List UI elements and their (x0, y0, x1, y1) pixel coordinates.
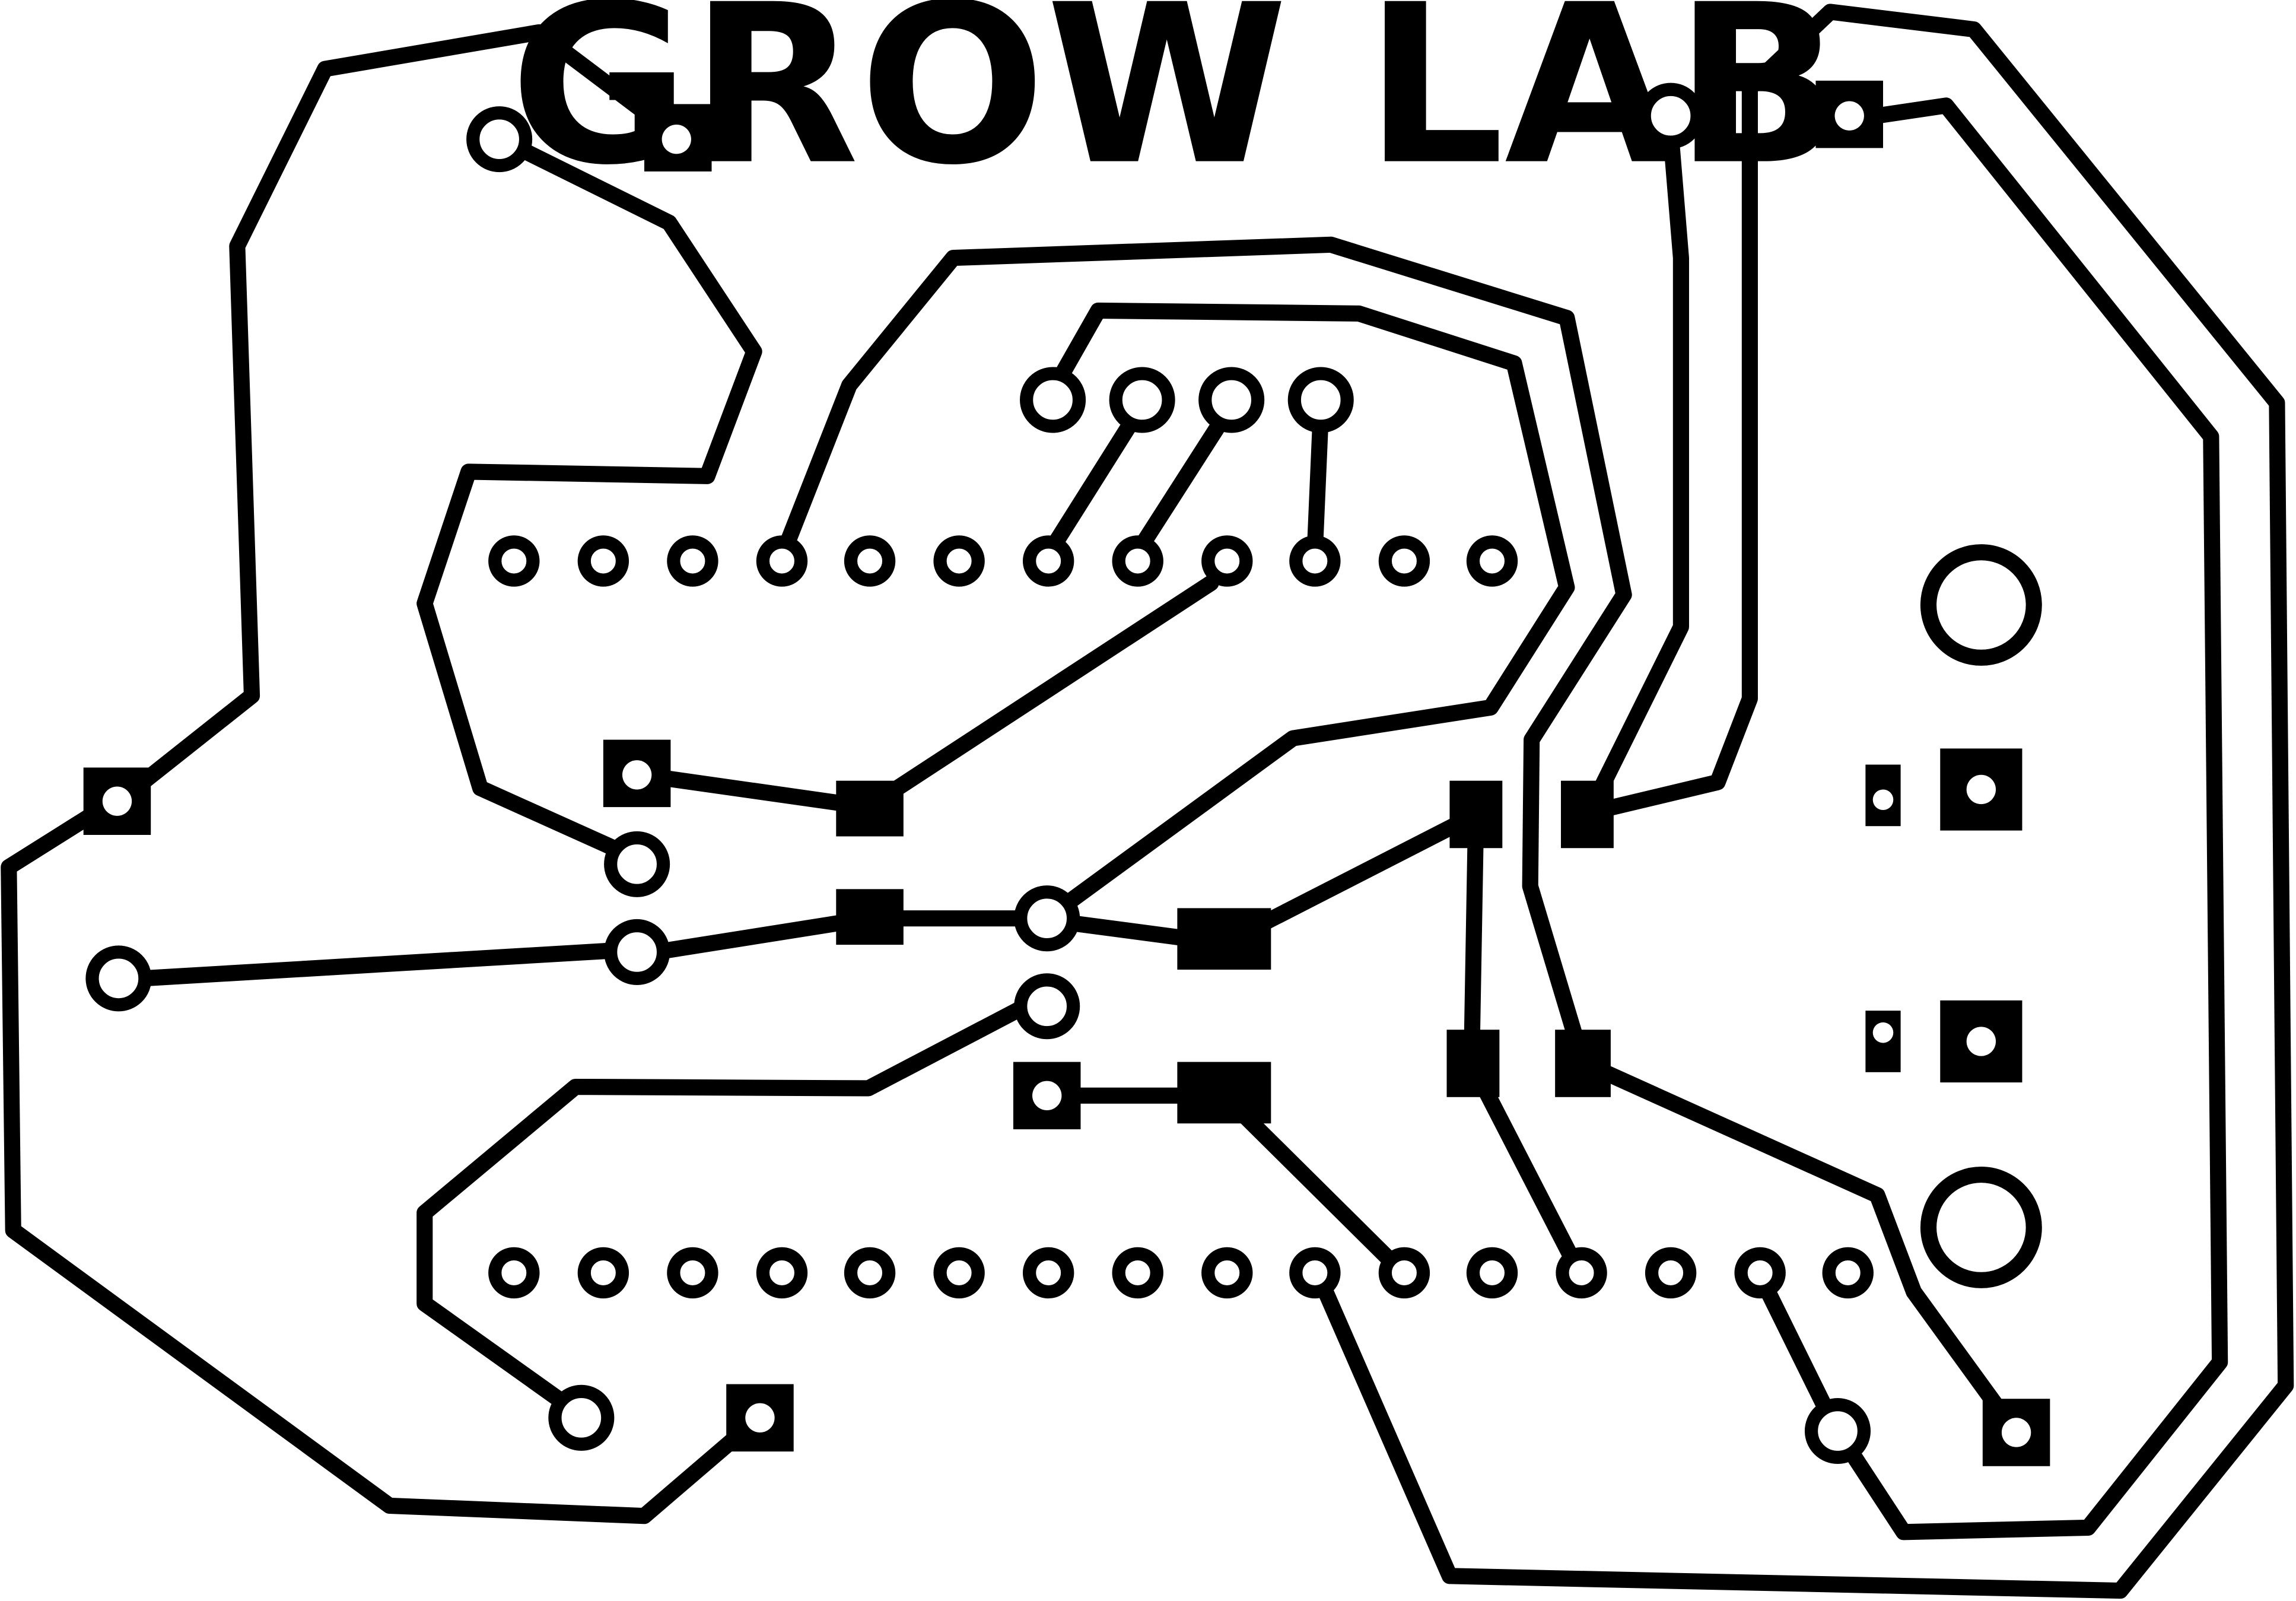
round-through-hole-pads (85, 82, 1874, 1465)
smd-pad (1177, 1062, 1271, 1124)
square-pad (1940, 1000, 2022, 1083)
trace (1043, 406, 1144, 558)
round-pad (756, 1247, 808, 1299)
drill-hole (1834, 101, 1864, 131)
trace (1570, 1052, 2011, 1423)
round-pad (1201, 1247, 1253, 1299)
drill-hole (1872, 789, 1894, 811)
round-pad (604, 919, 670, 985)
square-pad (1013, 1062, 1081, 1130)
round-pad (933, 1247, 985, 1299)
round-pad (1112, 535, 1163, 587)
square-pad (1865, 764, 1901, 827)
trace (1581, 125, 1689, 821)
round-pad (1637, 82, 1704, 149)
square-pad (603, 739, 671, 808)
trace (1042, 302, 1575, 914)
square-pad (644, 104, 712, 171)
smd-pads (836, 780, 1614, 1124)
trace (416, 136, 762, 862)
round-pad (1556, 1247, 1607, 1299)
trace (133, 942, 621, 987)
trace (1315, 4, 2294, 1599)
round-pad (1466, 535, 1518, 587)
smd-pad (836, 889, 904, 945)
drill-hole (1966, 774, 1996, 805)
round-pad (1022, 535, 1074, 587)
round-pad (1466, 1247, 1518, 1299)
smd-pad (836, 780, 904, 837)
round-pad (1287, 367, 1354, 433)
board-title: GROW LAB (510, 0, 1842, 214)
trace (643, 574, 1219, 815)
drill-hole (102, 786, 132, 816)
drill-hole (662, 124, 691, 154)
round-pad (1734, 1247, 1786, 1299)
round-pad (1378, 1247, 1430, 1299)
trace (1757, 1279, 1831, 1412)
round-pad (604, 831, 670, 897)
round-pad (577, 1247, 629, 1299)
round-pad (488, 535, 540, 587)
round-pad (1804, 1397, 1871, 1465)
round-pad (1198, 367, 1265, 433)
round-pad (1020, 367, 1086, 433)
smd-pad (1561, 780, 1614, 849)
round-pad (667, 535, 718, 587)
smd-pad (1555, 1030, 1611, 1097)
square-pad (1815, 80, 1883, 148)
round-pad (756, 535, 808, 587)
drill-hole (1872, 1022, 1894, 1043)
round-pad (667, 1247, 718, 1299)
smd-pad (1449, 780, 1503, 849)
round-pad (1014, 885, 1080, 952)
mounting-hole (1920, 544, 2042, 666)
smd-pad (1446, 1030, 1500, 1097)
round-pad (1289, 1247, 1341, 1299)
square-pad (1940, 748, 2022, 831)
round-pad (933, 535, 985, 587)
round-pad (577, 535, 629, 587)
square-pad (83, 767, 151, 836)
trace (123, 24, 660, 799)
square-pad (1865, 1011, 1901, 1072)
mounting-holes (1920, 544, 2042, 1288)
trace (1840, 97, 2228, 1540)
square-through-hole-pads (83, 80, 2050, 1466)
drill-hole (1966, 1027, 1996, 1056)
round-pad (488, 1247, 540, 1299)
drill-hole (1032, 1081, 1062, 1111)
trace (777, 236, 1632, 1056)
drill-hole (2001, 1418, 2031, 1447)
trace (1306, 406, 1329, 558)
round-pad (85, 945, 152, 1012)
round-pad (548, 1384, 615, 1451)
square-pad (726, 1384, 794, 1452)
round-pad (1289, 535, 1341, 587)
round-pad (1822, 1247, 1874, 1299)
round-pad (1109, 367, 1175, 433)
trace (1, 802, 755, 1524)
round-pad (1112, 1247, 1163, 1299)
round-pad (844, 535, 896, 587)
drill-hole (622, 760, 652, 790)
square-pad (1982, 1399, 2050, 1466)
round-pad (1022, 1247, 1074, 1299)
round-pad (466, 106, 533, 173)
round-pad (1645, 1247, 1697, 1299)
mounting-hole (1920, 1167, 2042, 1288)
trace (1061, 806, 1484, 952)
round-pad (844, 1247, 896, 1299)
smd-pad (1177, 908, 1271, 970)
round-pad (1014, 973, 1080, 1040)
trace (1131, 406, 1234, 558)
drill-hole (745, 1403, 775, 1432)
round-pad (1201, 535, 1253, 587)
trace (416, 998, 1033, 1410)
round-pad (1378, 535, 1430, 587)
